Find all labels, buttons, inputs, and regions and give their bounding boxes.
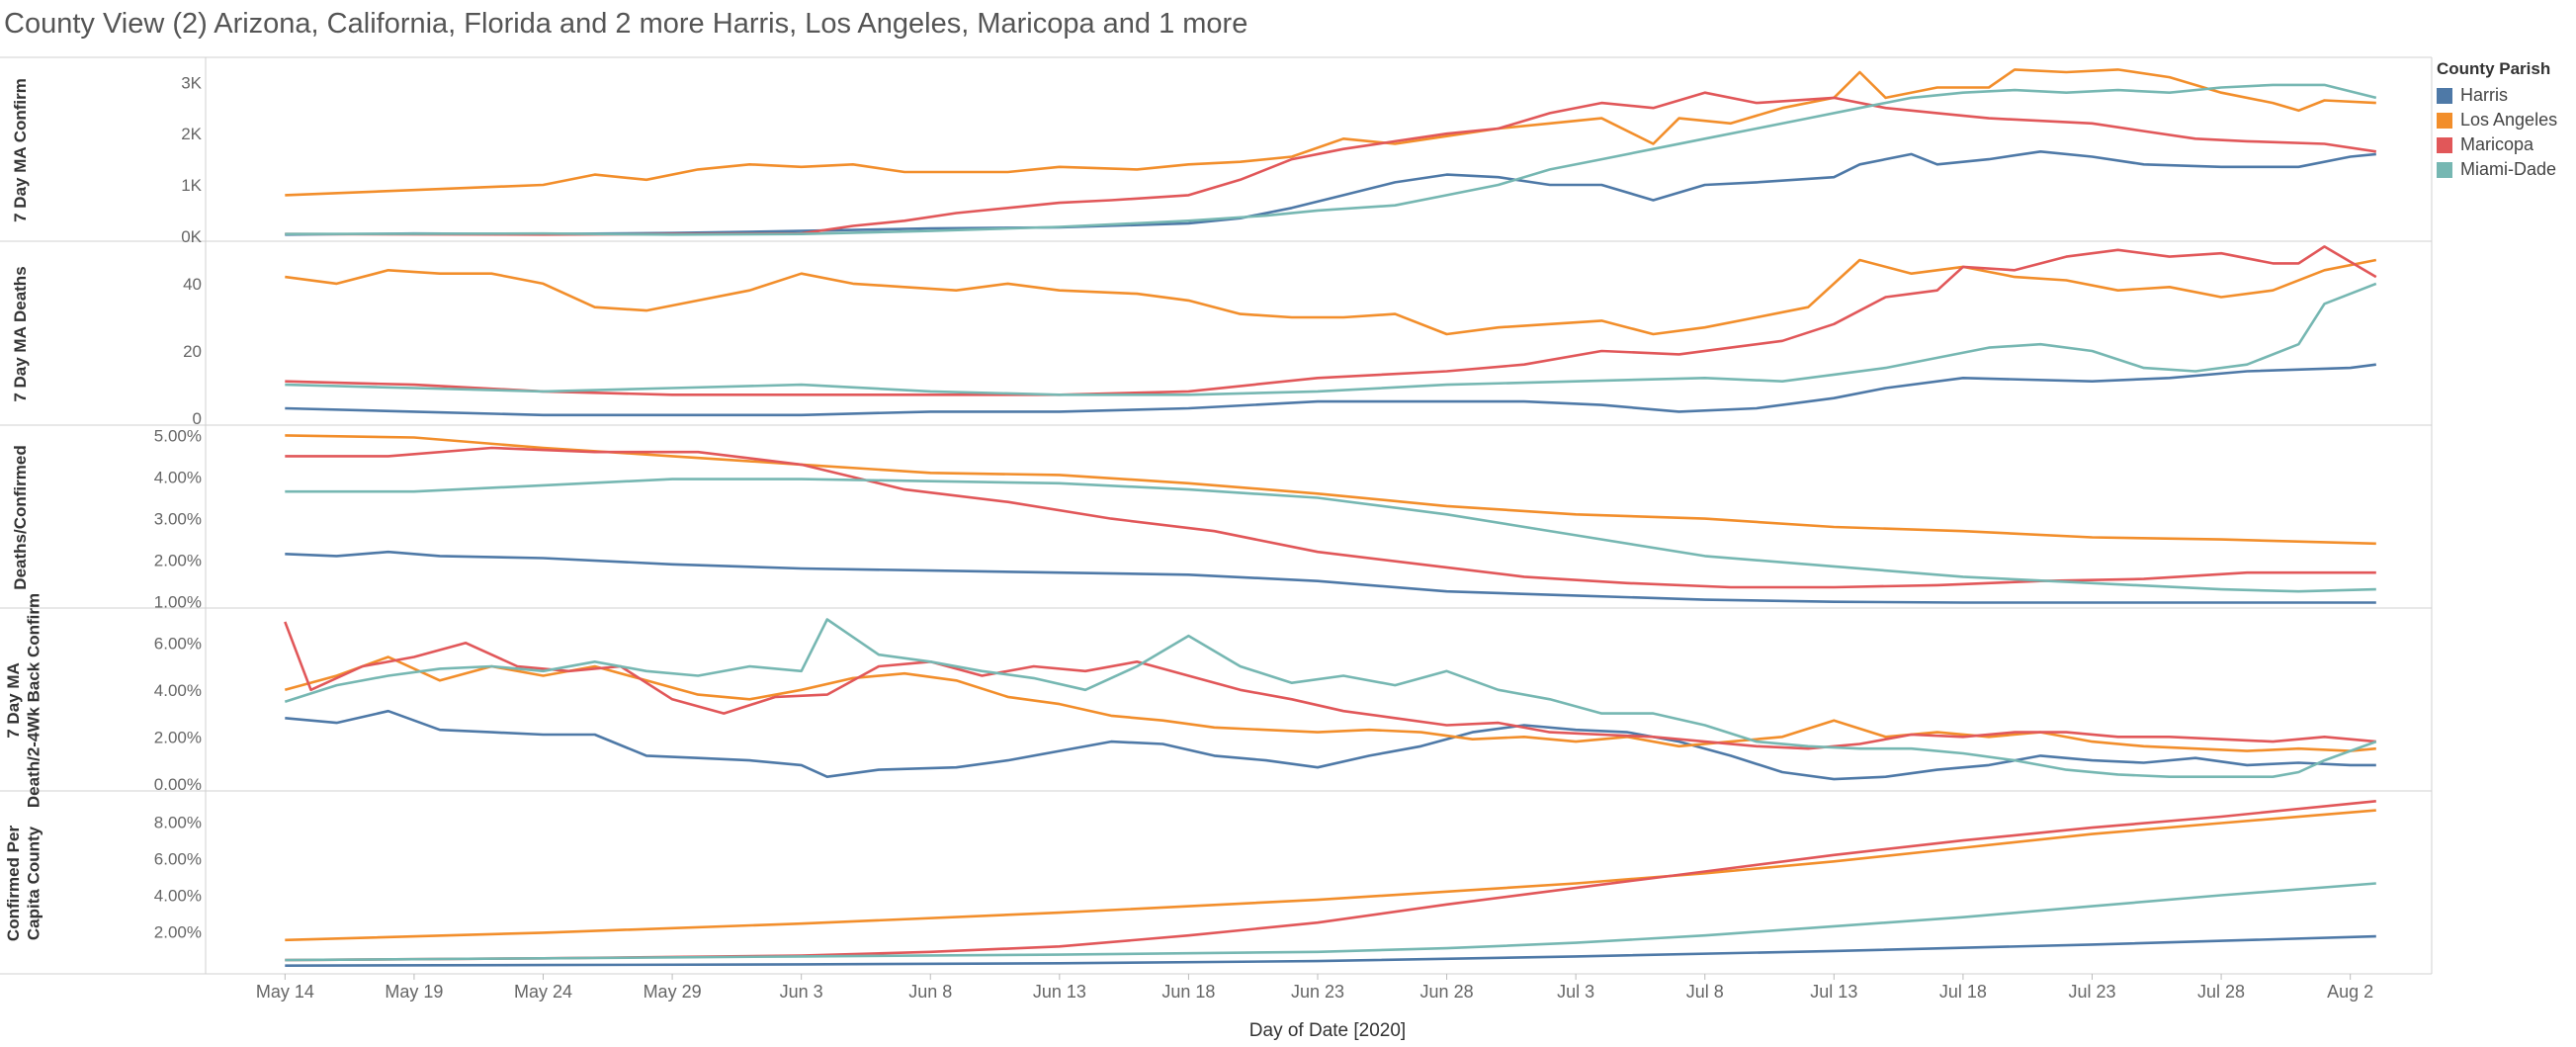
series-line-harris — [285, 934, 2376, 968]
series-line-los-angeles — [285, 809, 2376, 942]
y-tick-label: 4.00% — [154, 887, 202, 906]
y-tick-label: 1K — [181, 176, 202, 195]
y-tick-label: 5.00% — [154, 426, 202, 445]
y-tick-label: 6.00% — [154, 634, 202, 653]
x-tick-label: Jun 28 — [1420, 982, 1474, 1002]
legend-swatch — [2437, 112, 2452, 129]
y-tick-label: 1.00% — [154, 593, 202, 612]
series-line-los-angeles — [285, 258, 2377, 336]
legend: County Parish Harris Los Angeles Maricopa M… — [2437, 59, 2557, 182]
legend-item-los-angeles[interactable]: Los Angeles — [2437, 108, 2557, 132]
page-title: County View (2) Arizona, California, Flo… — [4, 8, 1248, 40]
panel-y-title-line: Capita County — [25, 826, 43, 940]
legend-label: Los Angeles — [2460, 110, 2558, 130]
legend-item-maricopa[interactable]: Maricopa — [2437, 132, 2557, 157]
panel-y-title-wrapped: 7 Day MADeath/2-4Wk Back Confirm — [4, 593, 43, 808]
legend-item-harris[interactable]: Harris — [2437, 83, 2557, 108]
series-line-miami-dade — [285, 83, 2377, 236]
x-tick-label: May 19 — [385, 982, 443, 1002]
legend-swatch — [2437, 161, 2452, 178]
legend-title: County Parish — [2437, 59, 2551, 78]
series-line-harris — [285, 150, 2376, 236]
series-line-los-angeles — [285, 68, 2376, 197]
series-line-maricopa — [285, 91, 2376, 236]
x-tick-label: May 29 — [644, 982, 702, 1002]
panel-y-title: 7 Day MA Deaths — [11, 266, 30, 401]
panel-y-title-line: Confirmed Per — [4, 826, 23, 942]
series-line-maricopa — [285, 245, 2377, 396]
x-tick-label: Jul 8 — [1686, 982, 1724, 1002]
series-line-miami-dade — [285, 882, 2376, 962]
x-tick-label: Jul 28 — [2197, 982, 2245, 1002]
panel-3: 1.00% 2.00% 3.00% 4.00% 5.00% Deaths/Confirme… — [0, 426, 2432, 612]
y-tick-label: 0.00% — [154, 775, 202, 794]
y-tick-label: 8.00% — [154, 814, 202, 832]
series-line-los-angeles — [285, 434, 2376, 546]
y-tick-label: 2.00% — [154, 922, 202, 941]
panel-2: 0 20 40 7 Day MA Deaths — [0, 245, 2432, 428]
panel-y-title-line: 7 Day MA — [4, 662, 23, 739]
legend-swatch — [2437, 136, 2452, 153]
legend-label: Miami-Dade — [2460, 159, 2557, 179]
legend-label: Maricopa — [2460, 134, 2534, 154]
y-tick-label: 0K — [181, 227, 202, 246]
legend-item-miami-dade[interactable]: Miami-Dade — [2437, 157, 2557, 182]
x-tick-label: Jun 23 — [1291, 982, 1344, 1002]
series-line-miami-dade — [284, 618, 2377, 779]
x-tick-label: Jul 3 — [1557, 982, 1594, 1002]
series-line-maricopa — [284, 621, 2376, 750]
y-tick-label: 3.00% — [154, 510, 202, 529]
series-line-miami-dade — [285, 478, 2376, 593]
x-tick-label: Aug 2 — [2327, 982, 2373, 1002]
y-tick-label: 2.00% — [154, 728, 202, 746]
y-tick-label: 20 — [183, 342, 202, 361]
legend-items: Harris Los Angeles Maricopa Miami-Dade — [2437, 83, 2557, 182]
panel-y-title: 7 Day MA Confirm — [11, 78, 30, 222]
legend-swatch — [2437, 87, 2452, 104]
panel-4: 0.00% 2.00% 4.00% 6.00% 7 Day MADeath/2-4Wk … — [0, 593, 2432, 808]
x-tick-label: Jun 18 — [1161, 982, 1215, 1002]
y-tick-label: 4.00% — [154, 468, 202, 486]
panel-y-title-line: Death/2-4Wk Back Confirm — [25, 593, 43, 808]
series-line-maricopa — [285, 800, 2376, 962]
series-line-miami-dade — [285, 282, 2377, 396]
y-tick-label: 2.00% — [154, 552, 202, 570]
x-tick-label: Jul 18 — [1939, 982, 1987, 1002]
x-axis-title: Day of Date [2020] — [1249, 1020, 1406, 1041]
y-tick-label: 6.00% — [154, 850, 202, 869]
panel-5: 2.00% 4.00% 6.00% 8.00% Confirmed PerCapita … — [0, 800, 2432, 975]
y-tick-label: 2K — [181, 125, 202, 143]
y-tick-label: 4.00% — [154, 681, 202, 700]
x-tick-label: Jun 13 — [1033, 982, 1086, 1002]
panel-y-title-wrapped: Confirmed PerCapita County — [4, 826, 43, 942]
x-tick-label: Jun 8 — [908, 982, 952, 1002]
series-line-maricopa — [285, 446, 2376, 589]
series-line-harris — [285, 709, 2376, 781]
panel-1: 0K 1K 2K 3K 7 Day MA Confirm — [0, 68, 2432, 246]
series-line-harris — [285, 363, 2376, 417]
y-tick-label: 3K — [181, 73, 202, 92]
series-line-harris — [285, 550, 2376, 604]
x-tick-label: May 14 — [256, 982, 314, 1002]
legend-label: Harris — [2460, 85, 2508, 105]
x-tick-label: Jun 3 — [780, 982, 823, 1002]
y-tick-label: 40 — [183, 275, 202, 294]
x-tick-label: May 24 — [514, 982, 572, 1002]
panel-y-title: Deaths/Confirmed — [11, 445, 30, 589]
x-tick-label: Jul 13 — [1810, 982, 1857, 1002]
y-tick-label: 0 — [193, 409, 202, 428]
x-tick-label: Jul 23 — [2068, 982, 2115, 1002]
